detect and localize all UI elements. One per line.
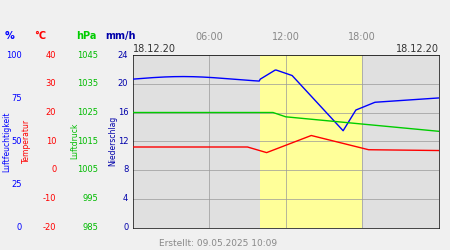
Text: 10: 10 [46, 137, 56, 146]
Text: 4: 4 [123, 194, 128, 203]
Text: 20: 20 [46, 108, 56, 117]
Text: -20: -20 [43, 223, 56, 232]
Text: 8: 8 [123, 166, 128, 174]
Text: hPa: hPa [76, 31, 97, 41]
Text: 0: 0 [123, 223, 128, 232]
Text: 0: 0 [16, 223, 22, 232]
Text: 50: 50 [11, 137, 22, 146]
Text: 100: 100 [6, 50, 22, 59]
Text: 1005: 1005 [77, 166, 98, 174]
Text: 18.12.20: 18.12.20 [396, 44, 439, 54]
Text: Luftdruck: Luftdruck [70, 123, 79, 160]
Text: 18.12.20: 18.12.20 [133, 44, 176, 54]
Text: 75: 75 [11, 94, 22, 102]
Text: mm/h: mm/h [106, 31, 136, 41]
Text: 40: 40 [46, 50, 56, 59]
Text: 1035: 1035 [77, 79, 98, 88]
Text: Erstellt: 09.05.2025 10:09: Erstellt: 09.05.2025 10:09 [159, 238, 278, 248]
Text: 1045: 1045 [77, 50, 98, 59]
Text: -10: -10 [43, 194, 56, 203]
Text: °C: °C [34, 31, 46, 41]
Text: 12: 12 [118, 137, 128, 146]
Text: 985: 985 [82, 223, 98, 232]
Text: 995: 995 [82, 194, 98, 203]
Text: 1015: 1015 [77, 137, 98, 146]
Text: 12:00: 12:00 [272, 32, 300, 42]
Text: 25: 25 [11, 180, 22, 189]
Text: 24: 24 [118, 50, 128, 59]
Bar [260, 55, 362, 228]
Text: Luftfeuchtigkeit: Luftfeuchtigkeit [2, 111, 11, 172]
Text: Temperatur: Temperatur [22, 119, 31, 163]
Text: 16: 16 [117, 108, 128, 117]
Text: 06:00: 06:00 [195, 32, 223, 42]
Text: 30: 30 [45, 79, 56, 88]
Text: 20: 20 [118, 79, 128, 88]
Text: 18:00: 18:00 [348, 32, 376, 42]
Text: 1025: 1025 [77, 108, 98, 117]
Text: Niederschlag: Niederschlag [108, 116, 117, 166]
Text: %: % [4, 31, 14, 41]
Text: 0: 0 [51, 166, 56, 174]
